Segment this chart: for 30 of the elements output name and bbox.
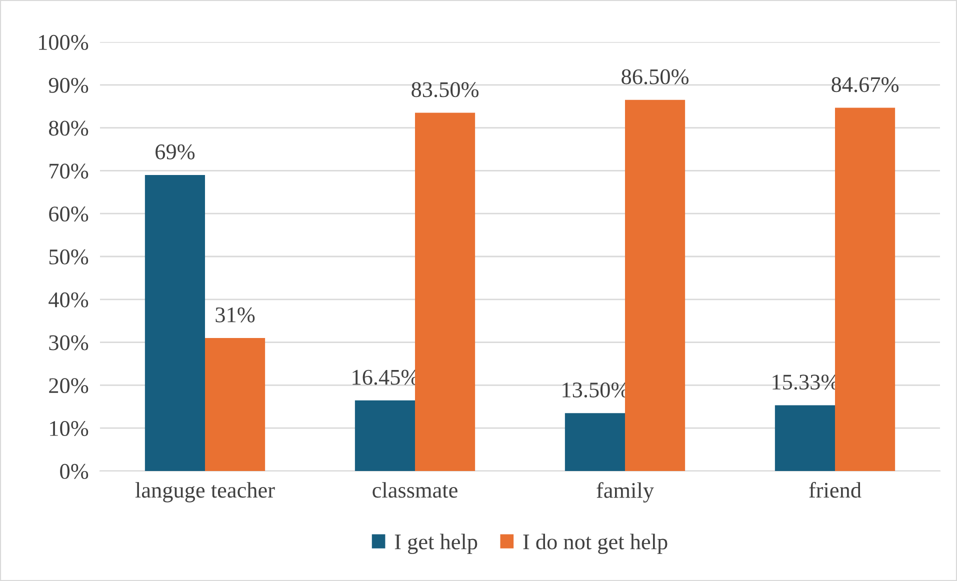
x-tick-label: family [596, 482, 654, 503]
bar [774, 405, 835, 471]
bar [144, 174, 205, 471]
y-tick-label: 0% [60, 464, 88, 479]
y-tick-label: 70% [50, 164, 88, 179]
y-tick-label: 10% [50, 421, 88, 436]
x-tick-label: classmate [372, 482, 458, 498]
bar [625, 100, 686, 471]
bar [205, 338, 266, 471]
y-tick-label: 40% [48, 292, 88, 308]
data-label: 69% [156, 144, 195, 160]
data-label: 83.50% [412, 82, 479, 98]
y-tick-label: 80% [49, 120, 88, 136]
y-tick-label: 100% [39, 34, 88, 50]
y-tick-label: 60% [49, 206, 88, 222]
legend-label: I get help [394, 534, 478, 554]
x-tick-label: languge teacher [135, 482, 275, 502]
bar [564, 413, 625, 471]
y-tick-label: 20% [49, 378, 88, 394]
data-label: 84.67% [832, 77, 899, 92]
y-tick-label: 30% [49, 335, 88, 350]
bar [415, 112, 476, 471]
data-label: 31% [216, 307, 255, 322]
legend-label: I do not get help [523, 534, 668, 554]
bar [835, 108, 896, 471]
y-tick-label: 50% [49, 249, 88, 264]
x-tick-label: friend [809, 482, 862, 498]
bar [354, 400, 415, 471]
data-label: 86.50% [622, 69, 689, 84]
y-tick-label: 90% [48, 78, 88, 93]
